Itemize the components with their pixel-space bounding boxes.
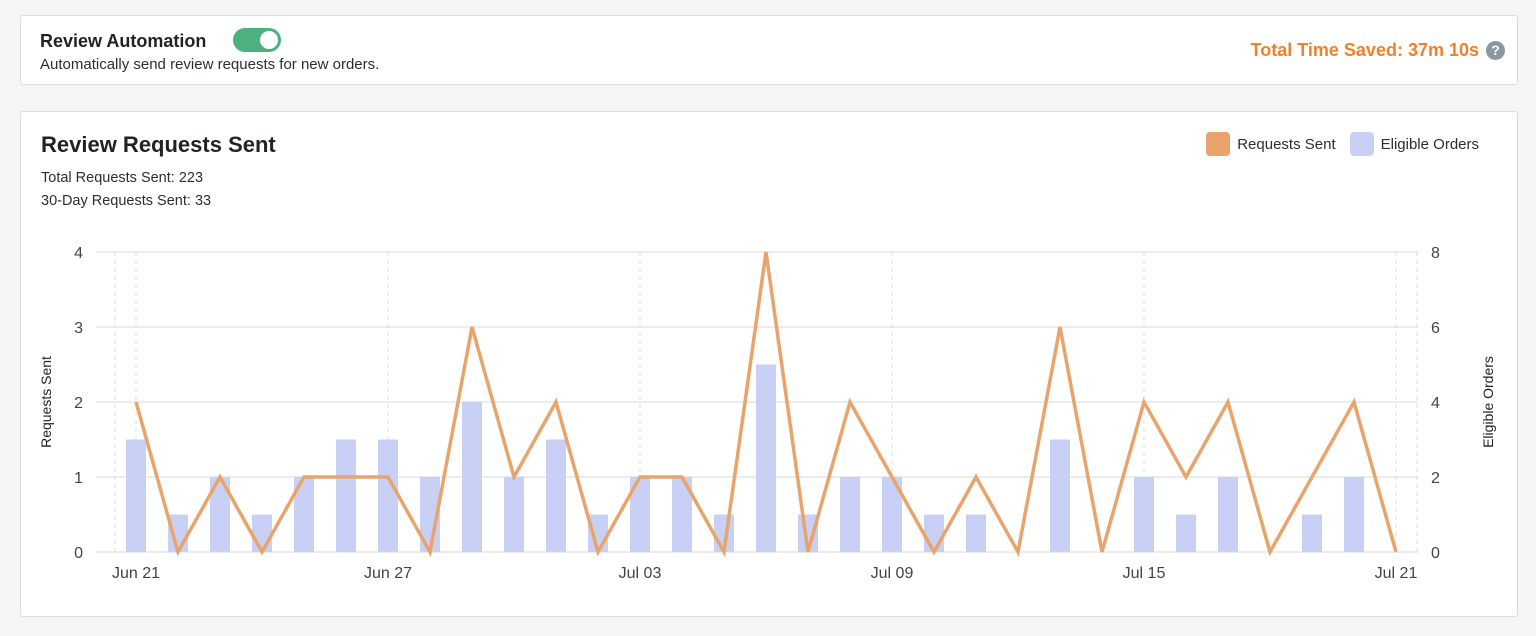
y-axis-title-right: Eligible Orders bbox=[1480, 356, 1496, 448]
x-tick-label: Jul 03 bbox=[619, 565, 662, 582]
y-tick-left: 3 bbox=[74, 320, 83, 337]
bar-eligible-orders bbox=[1302, 514, 1322, 552]
bar-eligible-orders bbox=[1344, 477, 1364, 552]
review-automation-toggle[interactable] bbox=[233, 28, 281, 52]
bar-eligible-orders bbox=[462, 402, 482, 552]
bar-eligible-orders bbox=[756, 364, 776, 552]
review-automation-title: Review Automation bbox=[40, 31, 207, 51]
review-automation-description: Automatically send review requests for n… bbox=[40, 56, 380, 73]
bar-eligible-orders bbox=[126, 439, 146, 552]
bar-eligible-orders bbox=[252, 514, 272, 552]
bar-eligible-orders bbox=[630, 477, 650, 552]
x-tick-label: Jun 27 bbox=[364, 565, 412, 582]
bar-eligible-orders bbox=[1050, 439, 1070, 552]
bar-eligible-orders bbox=[504, 477, 524, 552]
x-tick-label: Jun 21 bbox=[112, 565, 160, 582]
x-tick-label: Jul 15 bbox=[1123, 565, 1166, 582]
y-axis-title-left: Requests Sent bbox=[38, 356, 54, 448]
help-icon[interactable]: ? bbox=[1486, 41, 1505, 60]
thirty-day-requests-sent: 30-Day Requests Sent: 33 bbox=[41, 193, 212, 209]
x-tick-label: Jul 21 bbox=[1375, 565, 1418, 582]
y-tick-right: 0 bbox=[1431, 545, 1440, 562]
chart-legend: Requests Sent Eligible Orders bbox=[1192, 132, 1479, 156]
bar-eligible-orders bbox=[294, 477, 314, 552]
bar-eligible-orders bbox=[840, 477, 860, 552]
y-tick-left: 4 bbox=[74, 245, 83, 262]
legend-item-requests-sent[interactable]: Requests Sent bbox=[1206, 132, 1336, 156]
chart-svg: 0 1 2 3 4 0 2 4 6 8 Jun 21 Jun 27 Jul 03 Jul 09 Jul 15… bbox=[38, 245, 1496, 582]
toggle-knob bbox=[260, 31, 278, 49]
total-time-saved: Total Time Saved: 37m 10s bbox=[1250, 40, 1479, 60]
total-requests-sent: Total Requests Sent: 223 bbox=[41, 170, 204, 186]
bar-eligible-orders bbox=[210, 477, 230, 552]
y-tick-right: 2 bbox=[1431, 470, 1440, 487]
legend-swatch-eligible-orders bbox=[1349, 132, 1374, 156]
bar-eligible-orders bbox=[672, 477, 692, 552]
bar-eligible-orders bbox=[882, 477, 902, 552]
chart-title: Review Requests Sent bbox=[41, 132, 276, 157]
y-tick-right: 4 bbox=[1431, 395, 1440, 412]
review-requests-chart-card: 0 1 2 3 4 0 2 4 6 8 Jun 21 Jun 27 Jul 03 Jul 09 Jul 15… bbox=[20, 111, 1518, 617]
legend-item-eligible-orders[interactable]: Eligible Orders bbox=[1349, 132, 1479, 156]
bar-eligible-orders bbox=[546, 439, 566, 552]
bar-eligible-orders bbox=[924, 514, 944, 552]
legend-label-requests-sent: Requests Sent bbox=[1237, 135, 1336, 153]
legend-label-eligible-orders: Eligible Orders bbox=[1380, 135, 1479, 153]
bar-eligible-orders bbox=[1176, 514, 1196, 552]
y-tick-right: 8 bbox=[1431, 245, 1440, 262]
bar-eligible-orders bbox=[1218, 477, 1238, 552]
y-tick-left: 2 bbox=[74, 395, 83, 412]
bar-eligible-orders bbox=[336, 439, 356, 552]
review-automation-card: Review Automation Automatically send rev… bbox=[20, 15, 1518, 85]
bar-eligible-orders bbox=[1134, 477, 1154, 552]
x-tick-label: Jul 09 bbox=[871, 565, 914, 582]
bar-eligible-orders bbox=[378, 439, 398, 552]
bar-eligible-orders bbox=[966, 514, 986, 552]
y-tick-left: 0 bbox=[74, 545, 83, 562]
y-tick-left: 1 bbox=[74, 470, 83, 487]
y-tick-right: 6 bbox=[1431, 320, 1440, 337]
legend-swatch-requests-sent bbox=[1206, 132, 1231, 156]
